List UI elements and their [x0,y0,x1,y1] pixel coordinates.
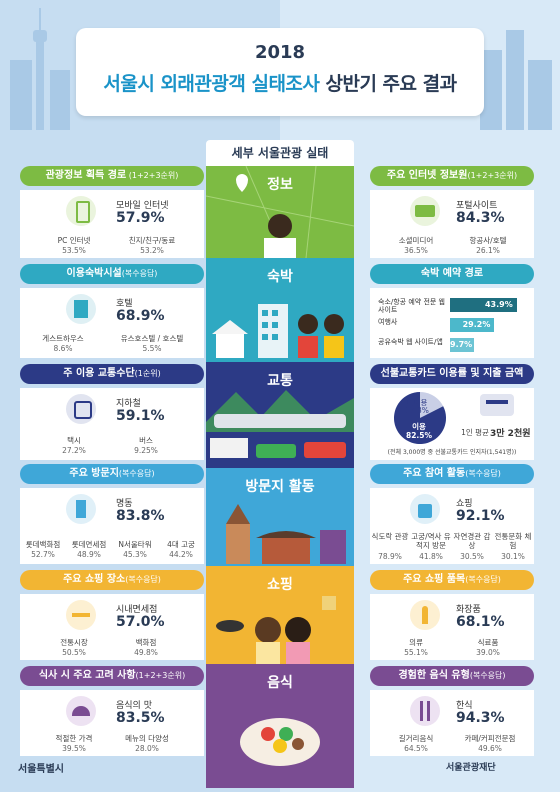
left-5-panel: 음식의 맛 83.5% 적절한 가격 39.5% 메뉴의 다양성 28.0% [20,690,204,756]
spoon-icon [410,696,440,726]
left-3-header: 주요 방문지(복수응답) [20,464,204,484]
right-activity-panel: 쇼핑 92.1% 식도락 관광 78.9% 고궁/역사 유적지 방문 41.8%… [370,488,534,564]
right-internet-header: 주요 인터넷 정보원(1+2+3순위) [370,166,534,186]
seoul-tourism-logo: 서울관광재단 [446,760,496,773]
left-2-panel: 지하철 59.1% 택시 27.2% 버스 9.25% [20,388,204,460]
www-icon [410,196,440,226]
seoul-city-logo: 서울특별시 [18,760,64,775]
left-3-panel: 명동 83.8% 롯데백화점 52.7% 롯데면세점 48.9% N서울타워 4… [20,488,204,564]
left-4-header: 주요 쇼핑 장소(복수응답) [20,570,204,590]
right-activity-header: 주요 참여 활동(복수응답) [370,464,534,484]
title-card: 2018 서울시 외래관광객 실태조사 상반기 주요 결과 [76,28,484,116]
center-column: 정보 숙박 교통 [206,166,354,788]
cloche-icon [66,696,96,726]
right-internet-panel: 포털사이트 84.3% 소셜미디어 36.5% 항공사/호텔 26.1% [370,190,534,258]
band-lodging: 숙박 [206,258,354,362]
left-1-header: 이용숙박시설(복수응답) [20,264,204,284]
band-shopping: 쇼핑 [206,566,354,664]
left-0-panel: 모바일 인터넷 57.9% PC 인터넷 53.5% 친지/친구/동료 53.2… [20,190,204,258]
left-0-header: 관광정보 획득 경로 (1+2+3순위) [20,166,204,186]
band-label-food: 음식 [206,672,354,692]
smartphone-icon [66,196,96,226]
left-1-panel: 호텔 68.9% 게스트하우스 8.6% 유스호스텔 / 호스텔 5.5% [20,288,204,358]
title-year: 2018 [76,42,484,63]
band-activities: 방문지 활동 [206,468,354,566]
left-5-header: 식사 시 주요 고려 사항(1+2+3순위) [20,666,204,686]
right-food-panel: 한식 94.3% 길거리음식 64.5% 카페/커피전문점 49.6% [370,690,534,756]
band-label-activities: 방문지 활동 [206,476,354,496]
subway-icon [66,394,96,424]
center-tab-label: 세부 서울관광 실태 [206,140,354,166]
right-card-panel: 미이용 17.3% 이용 82.5% 1인 평균 3만 2천원 (전체 3,00… [370,388,534,460]
band-label-lodging: 숙박 [206,266,354,286]
bag-icon [410,494,440,524]
page-title: 서울시 외래관광객 실태조사 상반기 주요 결과 [76,69,484,96]
right-items-panel: 화장품 68.1% 의류 55.1% 식료품 39.0% [370,594,534,660]
left-2-header: 주 이용 교통수단(1순위) [20,364,204,384]
right-card-header: 선불교통카드 이용률 및 지출 금액 [370,364,534,384]
band-label-transport: 교통 [206,370,354,390]
band-transport: 교통 [206,362,354,468]
band-label-info: 정보 [206,174,354,194]
right-booking-header: 숙박 예약 경로 [370,264,534,284]
right-items-header: 주요 쇼핑 품목(복수응답) [370,570,534,590]
left-4-panel: 시내면세점 57.0% 전통시장 50.5% 백화점 49.8% [20,594,204,660]
band-food: 음식 [206,664,354,788]
building-icon [66,494,96,524]
band-label-shopping: 쇼핑 [206,574,354,594]
lipstick-icon [410,600,440,630]
airplane-icon [66,600,96,630]
card-icon [480,394,514,416]
hotel-icon [66,294,96,324]
right-food-header: 경험한 음식 유형(복수응답) [370,666,534,686]
band-info: 정보 [206,166,354,258]
